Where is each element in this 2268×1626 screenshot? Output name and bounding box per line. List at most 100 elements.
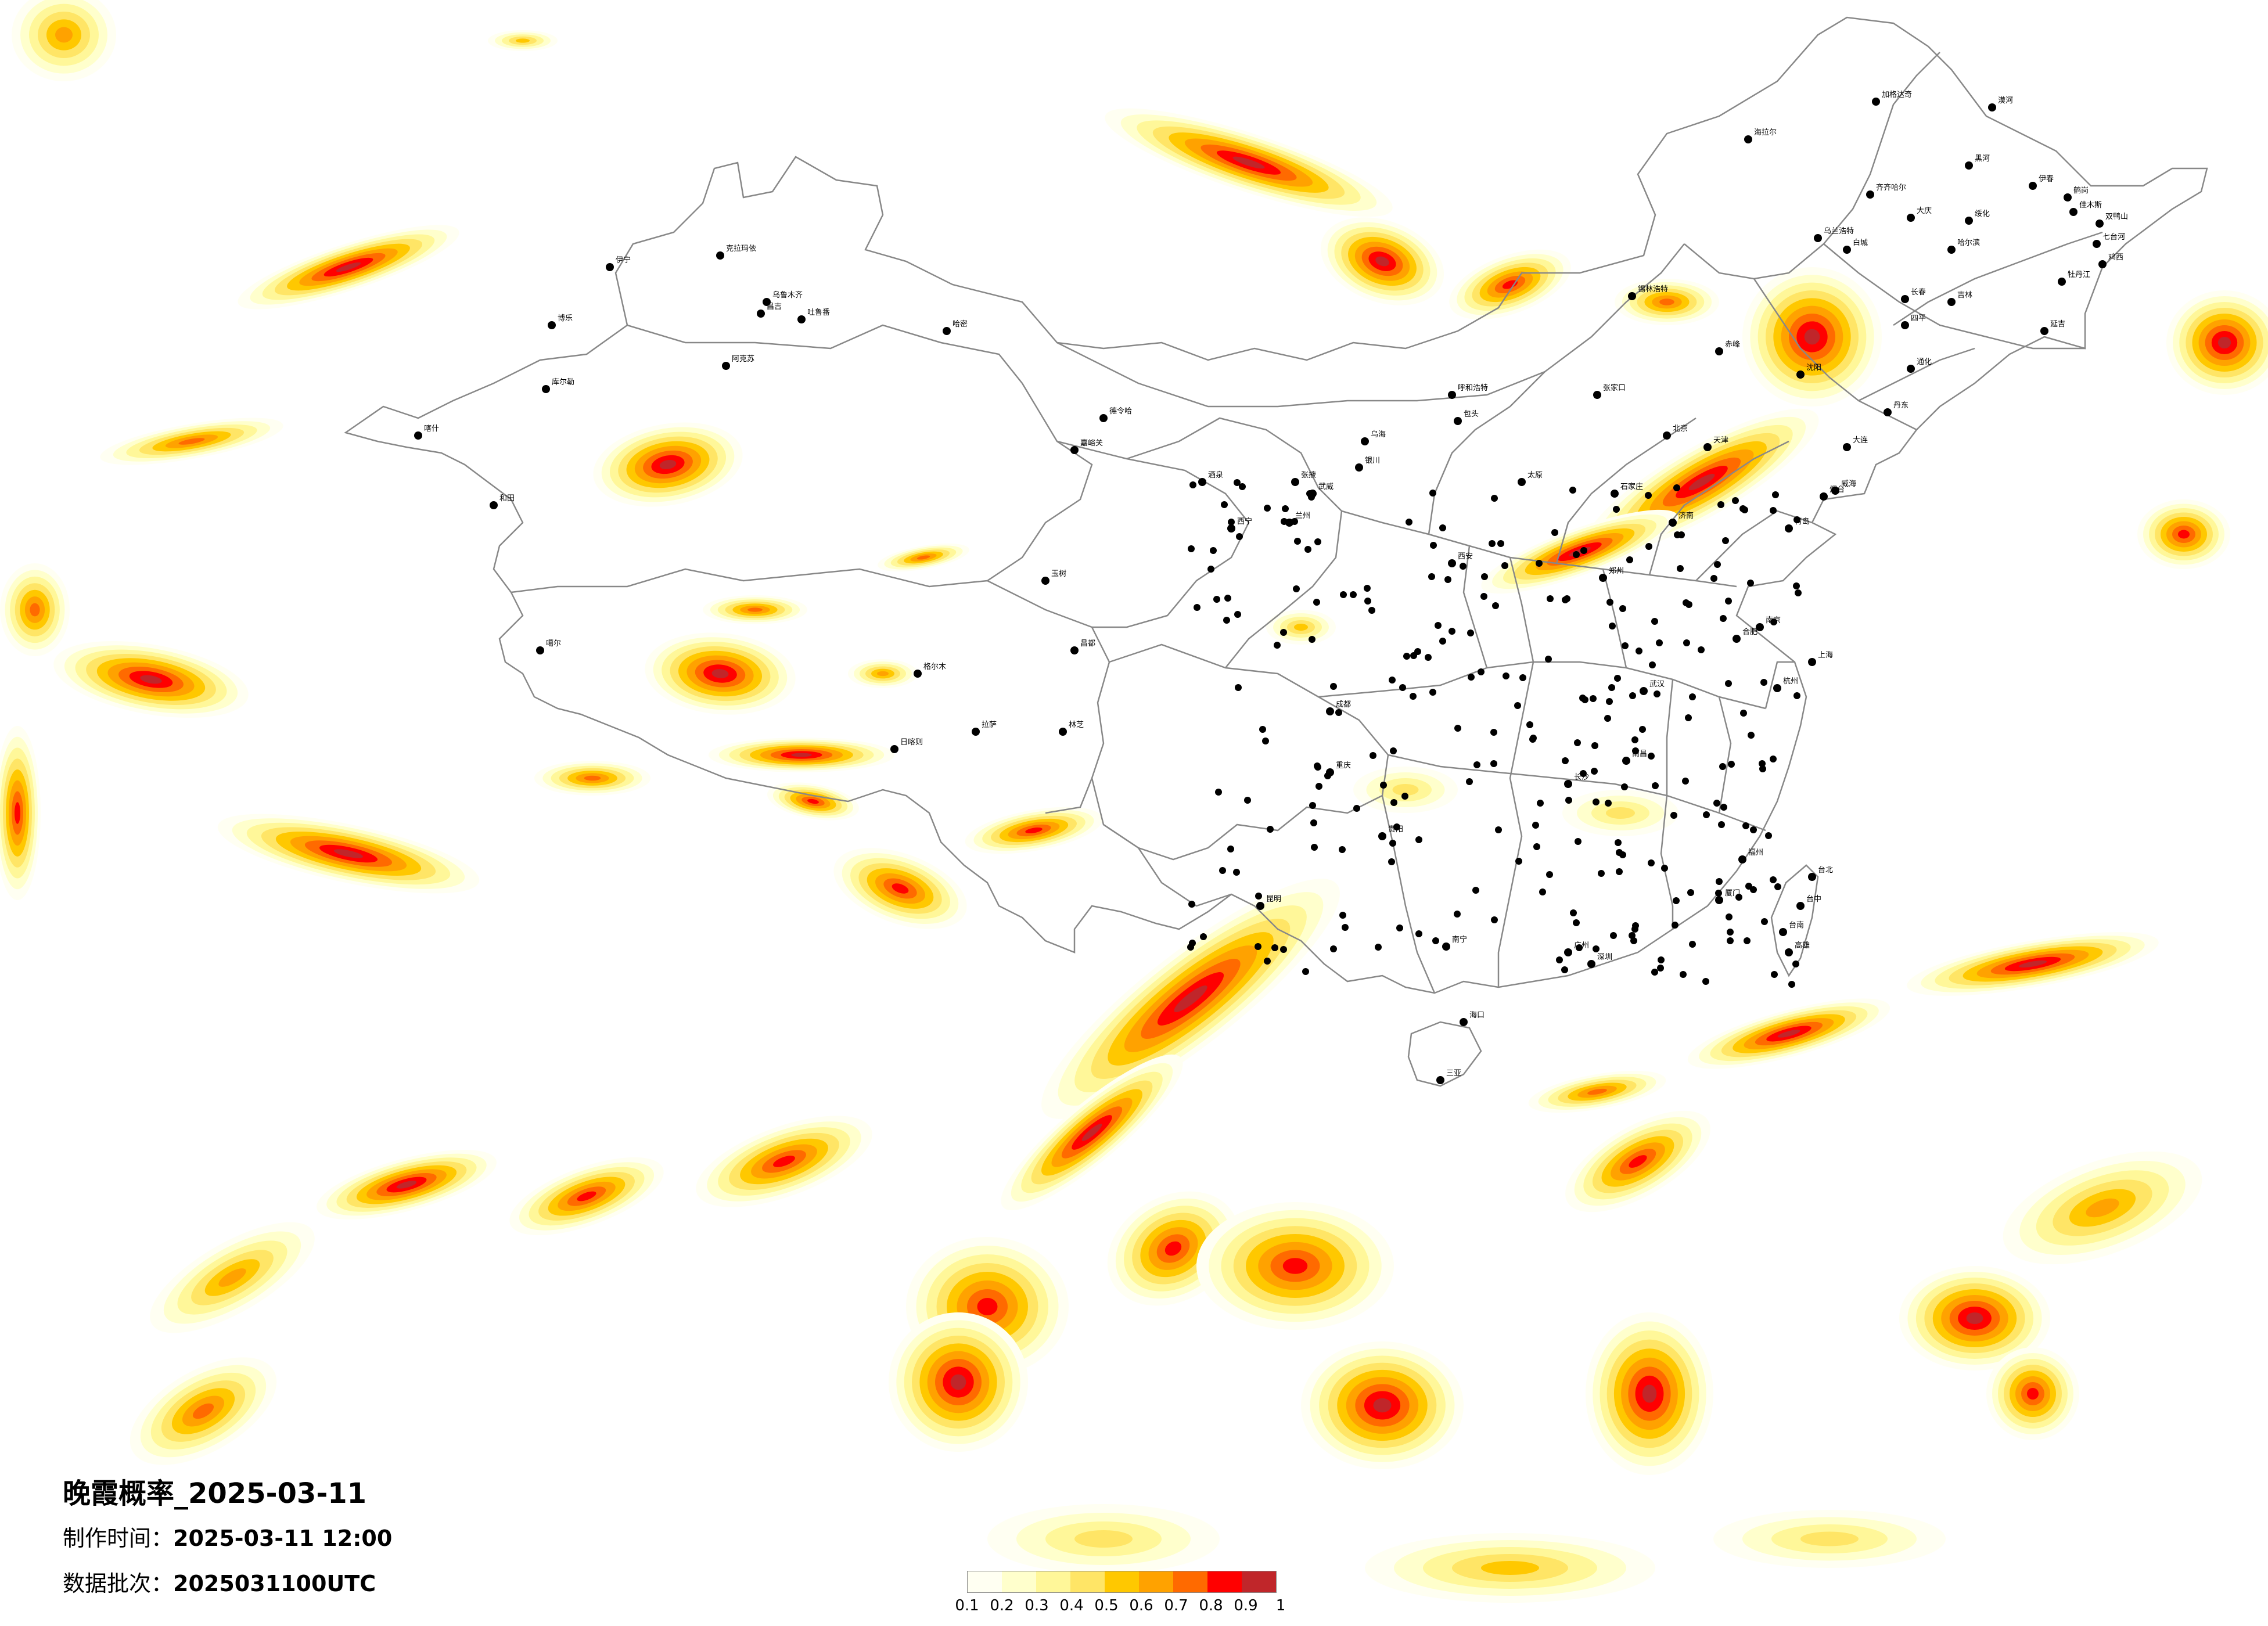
city-dot	[1489, 540, 1496, 547]
city-label: 和田	[499, 494, 515, 503]
legend-tick-label: 0.2	[990, 1597, 1014, 1614]
city-dot	[1406, 519, 1412, 526]
probability-blob	[1688, 473, 1715, 491]
city-dot	[1656, 639, 1663, 646]
city-dot	[1304, 546, 1311, 553]
city-dot	[1492, 602, 1499, 609]
city-dot	[1901, 321, 1909, 329]
city-dot	[1761, 918, 1768, 925]
city-label: 天津	[1713, 436, 1728, 445]
city-dot	[1460, 1018, 1468, 1026]
city-dot	[1309, 636, 1315, 643]
probability-blob	[659, 459, 677, 470]
city-label: 喀什	[424, 424, 439, 433]
city-dot	[1547, 595, 1554, 602]
city-dot	[1795, 589, 1802, 596]
city-dot	[1442, 942, 1450, 951]
city-dot	[1722, 537, 1729, 544]
city-label: 日喀则	[900, 738, 923, 747]
city-dot	[1759, 760, 1766, 767]
city-dot	[1609, 623, 1616, 629]
city-dot	[1228, 519, 1235, 526]
city-dot	[1189, 940, 1196, 947]
city-dot	[1481, 573, 1488, 580]
city-label: 昌都	[1080, 639, 1095, 648]
probability-blob	[1481, 1561, 1539, 1575]
city-dot	[1364, 585, 1371, 592]
city-dot	[1843, 246, 1851, 254]
city-dot	[1355, 463, 1363, 472]
city-dot	[1808, 873, 1816, 881]
city-dot	[1748, 732, 1755, 739]
city-label: 威海	[1841, 480, 1856, 488]
city-label: 乌鲁木齐	[772, 290, 803, 300]
probability-blob	[877, 671, 889, 677]
city-dot	[1339, 912, 1346, 919]
city-dot	[1715, 896, 1723, 904]
probability-blob	[396, 1181, 417, 1189]
city-label: 白城	[1853, 238, 1868, 247]
city-dot	[1573, 551, 1580, 558]
city-dot	[1591, 768, 1598, 775]
city-dot	[1719, 763, 1726, 770]
city-label: 台北	[1818, 866, 1833, 875]
city-dot	[1670, 812, 1677, 819]
city-dot	[1669, 519, 1677, 527]
city-dot	[1593, 798, 1600, 805]
probability-blob	[55, 27, 73, 43]
city-dot	[2069, 208, 2077, 216]
city-label: 大连	[1853, 436, 1868, 445]
city-dot	[1380, 782, 1387, 789]
city-dot	[1639, 726, 1646, 733]
city-dot	[1460, 563, 1467, 570]
city-label: 三亚	[1446, 1069, 1461, 1078]
city-dot	[1590, 695, 1597, 702]
city-dot	[1678, 531, 1685, 538]
city-label: 哈尔滨	[1957, 238, 1980, 247]
probability-blob	[1232, 156, 1265, 169]
city-dot	[1759, 765, 1766, 772]
city-label: 西安	[1458, 552, 1473, 561]
city-dot	[1710, 575, 1717, 582]
legend-ticks: 0.1 0.2 0.3 0.4 0.5 0.6 0.7 0.8 0.9 1	[955, 1597, 1318, 1620]
province-borders	[344, 16, 2208, 1087]
city-dot	[1569, 487, 1576, 494]
city-dot	[1533, 843, 1540, 850]
probability-blob	[791, 753, 812, 757]
city-dot	[1843, 443, 1851, 451]
city-dot	[1551, 529, 1558, 536]
city-dot	[1702, 978, 1709, 985]
city-dot	[1415, 930, 1422, 937]
city-dot	[1448, 391, 1456, 399]
city-dot	[1399, 684, 1406, 691]
city-label: 格尔木	[923, 662, 946, 671]
city-dot	[2098, 260, 2107, 268]
legend-swatch	[1002, 1571, 1036, 1592]
city-dot	[722, 362, 730, 370]
city-label: 上海	[1818, 651, 1833, 660]
city-label: 济南	[1678, 511, 1694, 520]
city-label: 福州	[1748, 848, 1763, 857]
city-label: 四平	[1911, 314, 1926, 323]
city-dot	[1866, 190, 1874, 199]
probability-blob	[950, 1374, 966, 1390]
sichuan-border	[1091, 643, 1389, 861]
city-label: 延吉	[2050, 320, 2065, 329]
city-label: 吉林	[1957, 291, 1972, 300]
city-label: 哈密	[953, 319, 968, 329]
city-dot	[1350, 591, 1357, 598]
city-dot	[1785, 948, 1793, 956]
city-dot	[1291, 478, 1299, 486]
city-dot	[1364, 598, 1371, 605]
city-dot	[1468, 674, 1475, 681]
city-dot	[1311, 844, 1318, 851]
city-label: 乌海	[1371, 430, 1386, 439]
city-label: 深圳	[1597, 953, 1612, 962]
city-label: 双鸭山	[2105, 213, 2128, 221]
city-dot	[1274, 642, 1281, 649]
city-dot	[1480, 593, 1487, 600]
city-dot	[1613, 506, 1620, 513]
city-dot	[1425, 654, 1432, 661]
city-dot	[1725, 680, 1732, 687]
taiwan-outline	[1770, 864, 1819, 977]
